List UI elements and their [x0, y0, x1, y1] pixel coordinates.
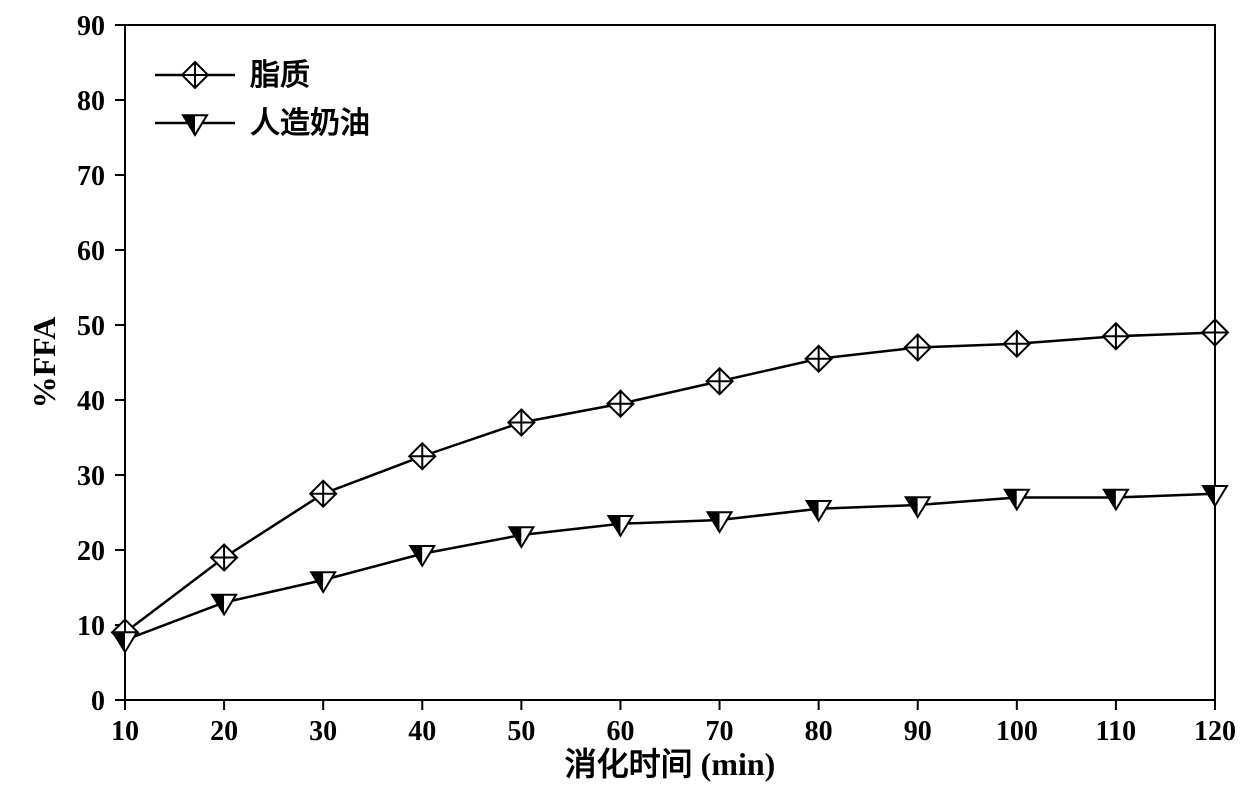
svg-text:120: 120 — [1194, 716, 1236, 747]
svg-text:110: 110 — [1096, 716, 1136, 747]
svg-text:80: 80 — [805, 716, 833, 747]
svg-text:60: 60 — [606, 716, 634, 747]
series-1 — [113, 486, 1227, 652]
svg-text:30: 30 — [77, 461, 105, 492]
series-0 — [112, 320, 1228, 646]
svg-text:20: 20 — [77, 536, 105, 567]
legend-label: 脂质 — [250, 59, 310, 92]
x-axis-title: 消化时间 (min) — [565, 746, 776, 782]
legend: 脂质人造奶油 — [155, 59, 370, 140]
chart-container: 1020304050607080901001101200102030405060… — [0, 0, 1240, 794]
svg-text:50: 50 — [77, 311, 105, 342]
svg-text:90: 90 — [77, 11, 105, 42]
svg-text:70: 70 — [77, 161, 105, 192]
svg-text:80: 80 — [77, 86, 105, 117]
svg-text:20: 20 — [210, 716, 238, 747]
line-chart: 1020304050607080901001101200102030405060… — [0, 0, 1240, 794]
svg-text:50: 50 — [507, 716, 535, 747]
legend-label: 人造奶油 — [250, 107, 370, 140]
svg-text:40: 40 — [408, 716, 436, 747]
svg-text:70: 70 — [706, 716, 734, 747]
svg-text:60: 60 — [77, 236, 105, 267]
svg-text:10: 10 — [111, 716, 139, 747]
svg-text:30: 30 — [309, 716, 337, 747]
svg-text:40: 40 — [77, 386, 105, 417]
y-axis-title: %FFA — [26, 317, 62, 409]
svg-text:90: 90 — [904, 716, 932, 747]
svg-text:0: 0 — [91, 686, 105, 717]
svg-text:10: 10 — [77, 611, 105, 642]
svg-text:100: 100 — [996, 716, 1038, 747]
